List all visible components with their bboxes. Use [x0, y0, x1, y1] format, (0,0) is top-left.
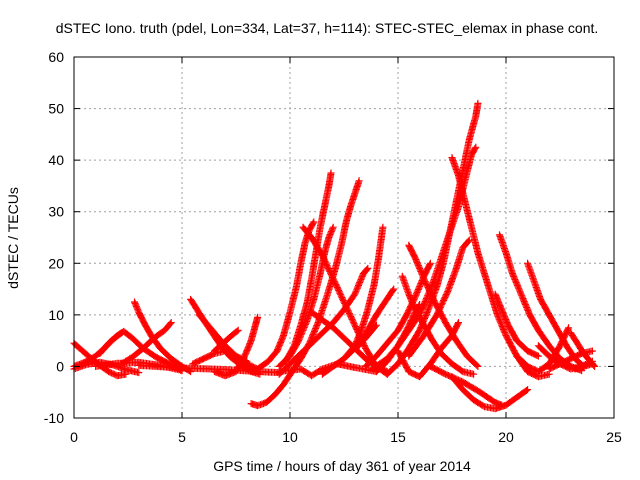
y-tick-label: 60 [48, 49, 64, 65]
data-point [470, 370, 478, 378]
data-point [533, 286, 541, 294]
data-point [524, 386, 532, 394]
data-point [527, 268, 535, 276]
data-point [426, 259, 434, 267]
data-point [414, 260, 422, 268]
x-tick-label: 10 [282, 429, 298, 445]
series-arc-35 [426, 362, 506, 409]
data-point [421, 299, 428, 307]
y-tick-label: 10 [48, 307, 64, 323]
y-tick-label: 20 [48, 255, 64, 271]
series-arc-30 [405, 236, 473, 360]
data-point [327, 169, 335, 177]
data-point [496, 318, 504, 326]
plot-area-frame [73, 56, 615, 419]
x-tick-label: 20 [498, 429, 514, 445]
data-point [464, 237, 472, 245]
x-tick-label: 15 [390, 429, 406, 445]
data-point [517, 290, 525, 298]
data-point [588, 360, 596, 368]
series-arc-15 [254, 218, 318, 373]
data-point [389, 286, 397, 294]
data-point [309, 330, 317, 338]
data-point [166, 320, 174, 328]
y-tick-label: 30 [48, 204, 64, 220]
data-point [329, 223, 337, 231]
data-point [588, 347, 596, 355]
series-arc-40 [545, 347, 596, 373]
data-point [415, 302, 423, 310]
data-point [454, 320, 462, 328]
data-points [70, 99, 599, 413]
data-point [135, 369, 143, 377]
data-point [515, 286, 523, 294]
series-arc-13 [135, 361, 283, 377]
series-arc-42 [318, 321, 380, 378]
data-point [471, 145, 479, 152]
data-point [416, 301, 424, 308]
data-point [234, 326, 242, 334]
series-arc-05 [131, 298, 195, 376]
series-arc-17 [275, 223, 337, 370]
data-point [531, 279, 539, 287]
data-point [318, 252, 326, 259]
data-point [309, 219, 317, 227]
data-point [522, 387, 530, 394]
data-point [498, 401, 506, 409]
data-point [363, 266, 371, 273]
data-point [254, 313, 262, 321]
series-arc-36 [491, 290, 542, 360]
data-point [233, 327, 241, 335]
series-arc-31 [448, 154, 553, 381]
data-point [522, 302, 530, 310]
data-point [455, 319, 462, 327]
data-point [510, 274, 518, 282]
data-point [524, 261, 532, 269]
series-arc-28 [405, 241, 482, 370]
y-tick-label: 40 [48, 152, 64, 168]
series-arc-43 [368, 301, 424, 373]
chart-title: dSTEC Iono. truth (pdel, Lon=334, Lat=37… [56, 20, 599, 36]
data-point [371, 322, 379, 330]
data-point [513, 280, 521, 288]
x-tick-label: 25 [606, 429, 622, 445]
data-point [355, 177, 363, 185]
y-tick-label: 0 [56, 358, 64, 374]
data-point [534, 352, 542, 360]
data-point [302, 319, 310, 327]
y-tick-label: -10 [44, 410, 64, 426]
data-point [310, 218, 318, 226]
data-point [520, 296, 528, 304]
axis-ticks: 0 5 10 15 20 25 -10 0 10 20 30 40 50 60 [44, 49, 622, 445]
data-point [474, 99, 482, 107]
data-point [390, 285, 398, 293]
data-point [167, 319, 175, 327]
series-arc-41 [571, 360, 596, 373]
data-point [372, 321, 380, 329]
data-point [474, 362, 482, 370]
y-axis-label: dSTEC / TECUs [5, 187, 21, 289]
x-axis-label: GPS time / hours of day 361 of year 2014 [213, 458, 471, 474]
data-point [442, 291, 450, 299]
data-point [472, 143, 480, 151]
data-point [364, 264, 372, 272]
x-tick-label: 0 [70, 429, 78, 445]
data-point [521, 301, 529, 308]
series-arc-27 [398, 272, 478, 378]
series-arc-10 [210, 326, 242, 355]
data-point [465, 236, 473, 244]
data-point [352, 287, 360, 295]
data-point [473, 361, 481, 369]
y-tick-label: 50 [48, 101, 64, 117]
data-point [379, 223, 387, 231]
x-tick-label: 5 [178, 429, 186, 445]
data-point [565, 324, 573, 332]
